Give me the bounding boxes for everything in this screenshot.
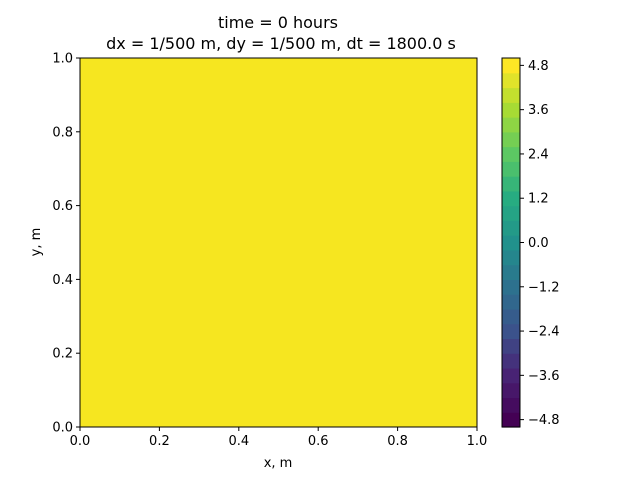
colorbar-band xyxy=(502,176,520,192)
colorbar-tick-label: −2.4 xyxy=(528,325,560,340)
colorbar-band xyxy=(502,87,520,103)
colorbar-band xyxy=(502,146,520,162)
x-tick-label: 0.2 xyxy=(149,434,170,449)
colorbar-band xyxy=(502,58,520,74)
colorbar-band xyxy=(502,235,520,251)
colorbar xyxy=(502,58,520,428)
colorbar-band xyxy=(502,279,520,295)
colorbar-band xyxy=(502,412,520,428)
y-axis-label: y, m xyxy=(29,228,44,257)
x-tick-label: 0.6 xyxy=(308,434,329,449)
colorbar-band xyxy=(502,382,520,399)
y-tick-label: 0.4 xyxy=(52,273,73,288)
chart-subtitle: dx = 1/500 m, dy = 1/500 m, dt = 1800.0 … xyxy=(106,34,456,53)
colorbar-tick-label: 0.0 xyxy=(528,236,549,251)
colorbar-tick-label: 2.4 xyxy=(528,147,549,162)
y-tick-label: 1.0 xyxy=(52,52,73,67)
colorbar-band xyxy=(502,131,520,148)
x-tick-label: 0.4 xyxy=(228,434,249,449)
colorbar-band xyxy=(502,294,520,310)
x-axis: 0.0 0.2 0.4 0.6 0.8 1.0 xyxy=(70,427,488,449)
colorbar-band xyxy=(502,190,520,207)
colorbar-band xyxy=(502,338,520,354)
colorbar-band xyxy=(502,353,520,369)
chart-title: time = 0 hours xyxy=(218,13,338,32)
colorbar-band xyxy=(502,161,520,177)
colorbar-band xyxy=(502,397,520,413)
x-tick-label: 0.8 xyxy=(387,434,408,449)
plot-area xyxy=(79,57,478,428)
colorbar-band xyxy=(502,249,520,266)
colorbar-band xyxy=(502,323,520,340)
y-tick-label: 0.6 xyxy=(52,199,73,214)
colorbar-tick-label: 3.6 xyxy=(528,103,549,118)
field-heatmap xyxy=(80,58,477,427)
colorbar-tick-label: −1.2 xyxy=(528,280,560,295)
colorbar-tick-label: 1.2 xyxy=(528,192,549,207)
colorbar-band xyxy=(502,308,520,325)
x-tick-label: 0.0 xyxy=(70,434,91,449)
plot-frame xyxy=(79,57,478,428)
colorbar-band xyxy=(502,117,520,133)
y-tick-label: 0.2 xyxy=(52,347,73,362)
x-axis-label: x, m xyxy=(264,456,293,471)
colorbar-tick-label: 4.8 xyxy=(528,59,549,74)
colorbar-band xyxy=(502,367,520,384)
y-tick-label: 0.0 xyxy=(52,421,73,436)
colorbar-axis: 4.8 3.6 2.4 1.2 0.0 −1.2 −2.4 −3.6 −4.8 xyxy=(520,59,560,428)
colorbar-tick-label: −4.8 xyxy=(528,413,560,428)
colorbar-band xyxy=(502,220,520,236)
colorbar-band xyxy=(502,264,520,280)
x-tick-label: 1.0 xyxy=(467,434,488,449)
colorbar-band xyxy=(502,72,520,89)
colorbar-band xyxy=(502,205,520,221)
y-axis: 0.0 0.2 0.4 0.6 0.8 1.0 xyxy=(52,52,80,436)
colorbar-band xyxy=(502,102,520,118)
colorbar-tick-label: −3.6 xyxy=(528,369,560,384)
y-tick-label: 0.8 xyxy=(52,125,73,140)
